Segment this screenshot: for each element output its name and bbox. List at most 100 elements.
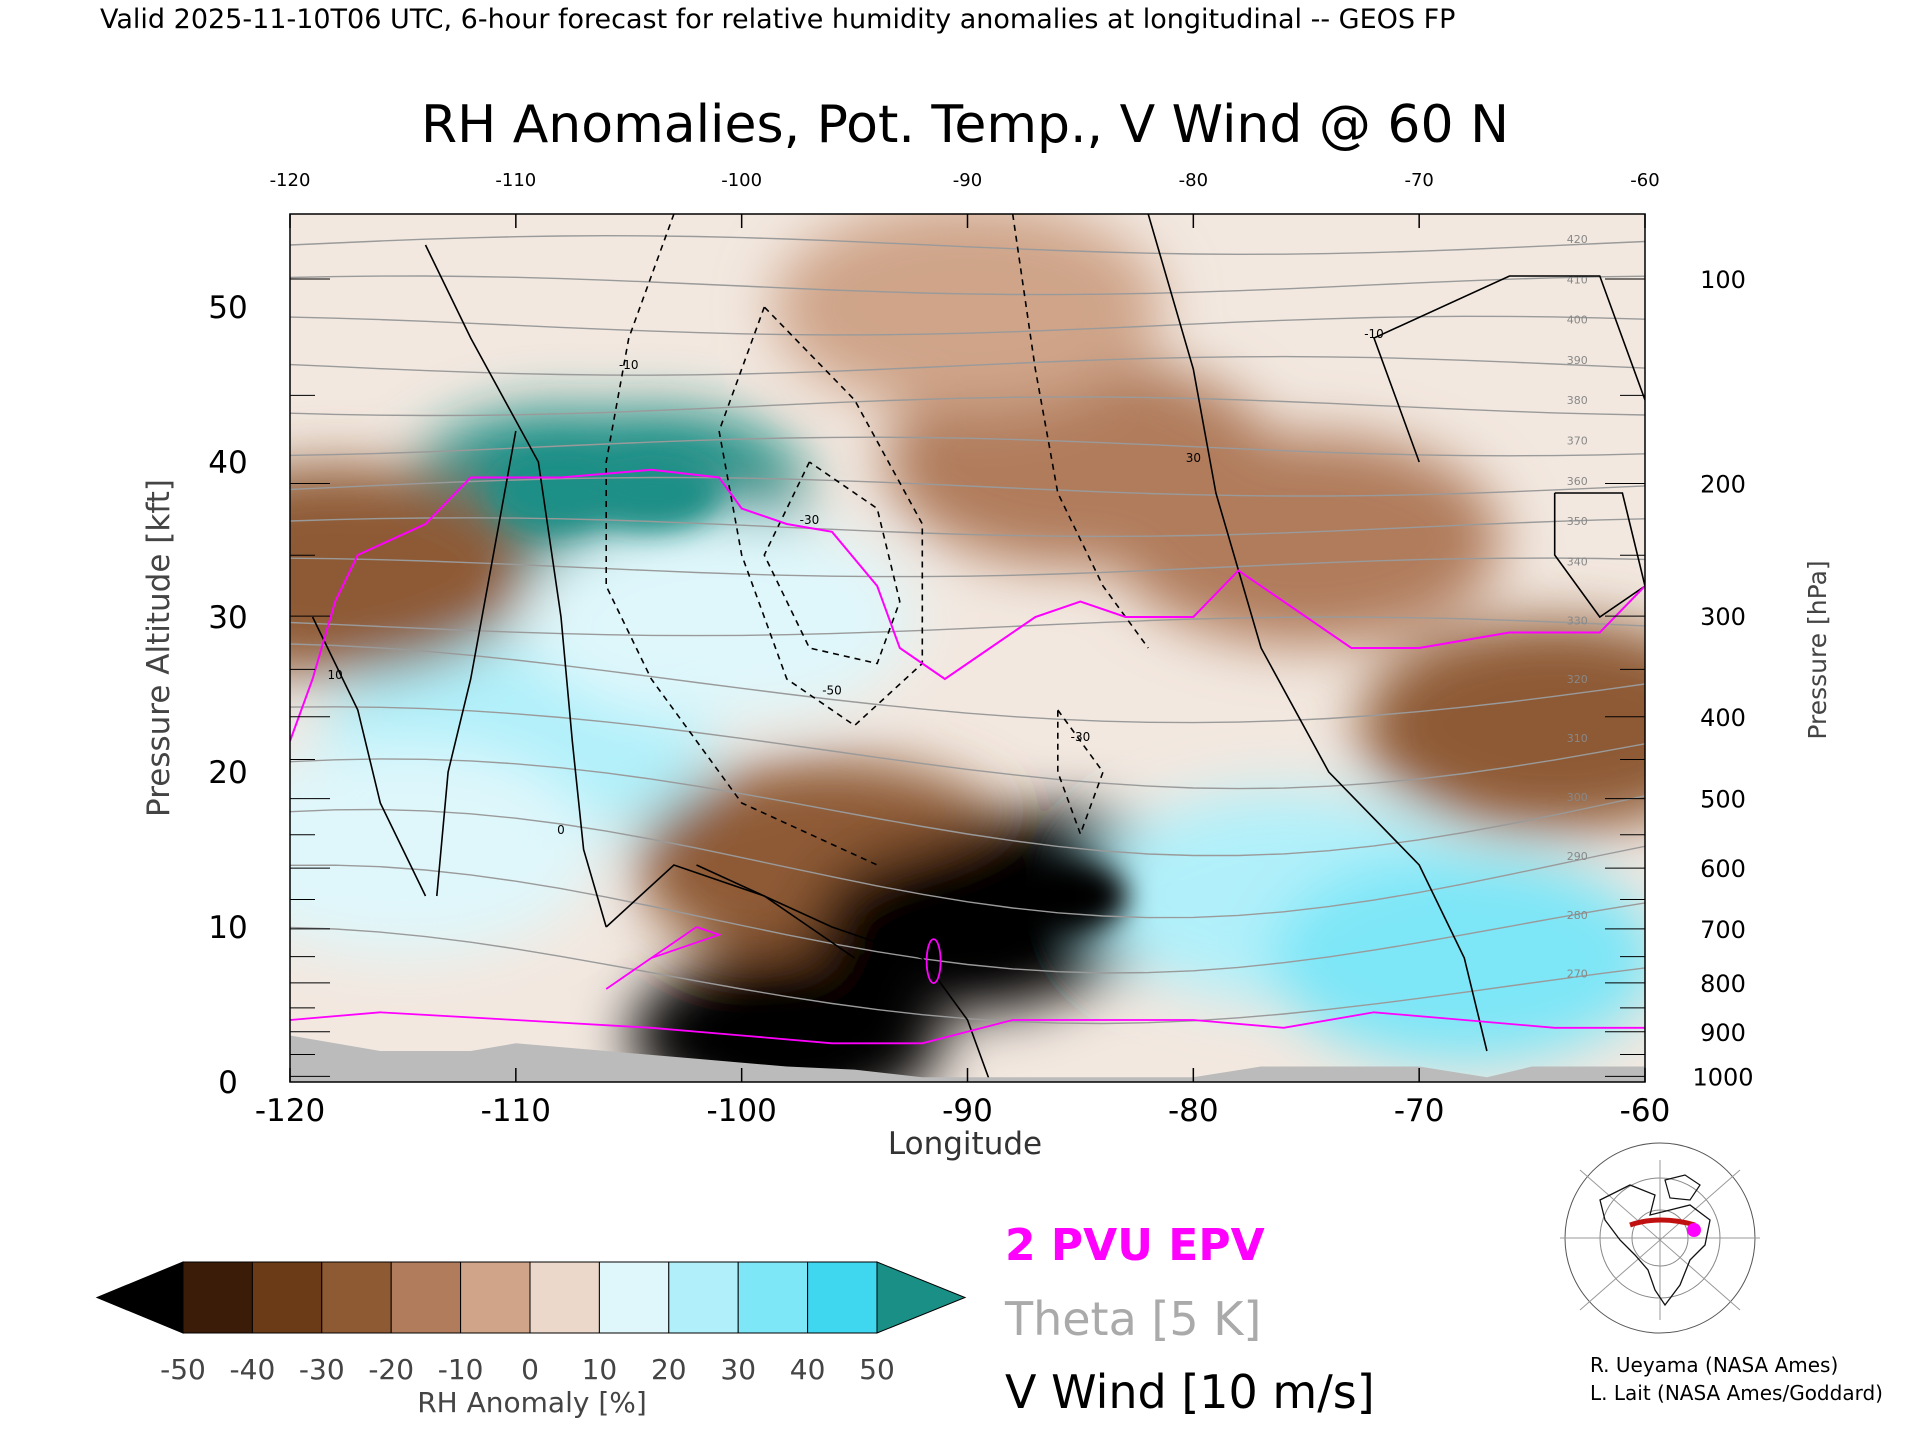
anomaly-core xyxy=(987,858,1128,934)
v-wind-label: -30 xyxy=(800,513,820,527)
colorbar-tick-label: 10 xyxy=(582,1353,618,1386)
y-tick-label: 10 xyxy=(208,910,247,946)
colorbar-tick-label: 40 xyxy=(790,1353,826,1386)
pressure-tick-label: 800 xyxy=(1700,970,1746,998)
v-wind-label: 30 xyxy=(1186,451,1201,465)
colorbar-tick-label: 0 xyxy=(521,1353,539,1386)
theta-contour xyxy=(290,864,1645,974)
colorbar-tick-label: -50 xyxy=(160,1353,206,1386)
v-wind-contour xyxy=(436,430,517,897)
v-wind-contour xyxy=(696,864,991,1082)
theta-contour xyxy=(290,396,1645,417)
colorbar-label: RH Anomaly [%] xyxy=(417,1386,647,1419)
x-tick-label-top: -90 xyxy=(953,170,982,191)
theta-contour-label: 370 xyxy=(1567,435,1588,448)
theta-contour-label: 420 xyxy=(1567,233,1588,246)
colorbar-tick-label: 20 xyxy=(651,1353,687,1386)
colorbar-swatch xyxy=(321,1261,392,1334)
colorbar-tick-label: 30 xyxy=(720,1353,756,1386)
theta-contour-label: 280 xyxy=(1567,909,1588,922)
rh-anomaly-field xyxy=(290,214,1645,1082)
theta-contour xyxy=(290,557,1645,578)
x-tick-label-top: -60 xyxy=(1630,170,1659,191)
x-tick-label: -100 xyxy=(706,1093,776,1129)
colorbar-swatch xyxy=(182,1261,253,1334)
theta-contour xyxy=(290,476,1645,497)
v-wind-contour xyxy=(1147,214,1488,1052)
epv-contour-loop xyxy=(605,926,722,990)
anomaly-blob xyxy=(290,744,598,955)
x-axis-label: Longitude xyxy=(888,1126,1042,1162)
anomaly-blob xyxy=(1359,620,1645,831)
v-wind-label: -10 xyxy=(1364,327,1384,341)
x-tick-label-top: -100 xyxy=(721,170,762,191)
x-axis-bottom: -120 -110 -100 -90 -80 -70 -60 xyxy=(255,1068,1671,1129)
x-axis-top: -120 -110 -100 -90 -80 -70 -60 xyxy=(270,170,1660,228)
v-wind-contour xyxy=(311,616,427,897)
colorbar-swatch xyxy=(807,1261,878,1334)
colorbar-swatch xyxy=(598,1261,670,1334)
theta-contour-label: 360 xyxy=(1567,475,1588,488)
anomaly-blob xyxy=(1269,853,1645,1063)
epv-contour-loop xyxy=(925,938,942,984)
theta-contour xyxy=(290,234,1645,256)
pressure-tick-label: 900 xyxy=(1700,1019,1746,1047)
pressure-tick-label: 300 xyxy=(1700,603,1746,631)
credit-line-2: L. Lait (NASA Ames/Goddard) xyxy=(1590,1381,1883,1405)
colorbar-swatch xyxy=(668,1261,739,1334)
terrain-shape xyxy=(290,1035,1645,1082)
v-wind-contour xyxy=(605,864,856,959)
anomaly-blob xyxy=(290,465,531,676)
pressure-tick-label: 700 xyxy=(1700,916,1746,944)
y-axis-left: 0 10 20 30 40 50 xyxy=(208,290,247,1101)
x-tick-label: -110 xyxy=(481,1093,551,1129)
v-wind-label: 10 xyxy=(328,668,343,682)
theta-contour xyxy=(290,706,1645,790)
y-tick-label: 20 xyxy=(208,755,247,791)
x-tick-label-top: -120 xyxy=(270,170,311,191)
x-tick-label-top: -110 xyxy=(495,170,536,191)
pressure-tick-lines xyxy=(290,278,1645,1077)
theta-contour xyxy=(290,758,1645,857)
pressure-tick-label: 600 xyxy=(1700,855,1746,883)
latitude-line-60n xyxy=(1629,1217,1696,1228)
pressure-tick-label: 200 xyxy=(1700,470,1746,498)
colorbar-arrow-high xyxy=(876,1261,967,1334)
epv-contour-low xyxy=(290,1011,1645,1045)
x-tick-label: -60 xyxy=(1620,1093,1671,1129)
legend-theta: Theta [5 K] xyxy=(1004,1292,1261,1346)
anomaly-core xyxy=(716,997,857,1074)
colorbar-swatch xyxy=(737,1261,809,1334)
valid-line: Valid 2025-11-10T06 UTC, 6-hour forecast… xyxy=(100,4,1455,35)
theta-contour-label: 380 xyxy=(1567,394,1588,407)
location-dot xyxy=(1687,1223,1701,1237)
location-map xyxy=(1560,1142,1760,1334)
v-wind-label: -10 xyxy=(619,358,639,372)
y-axis-label-left: Pressure Altitude [kft] xyxy=(141,479,177,817)
theta-contours: 4204104003903803703603503403303203103002… xyxy=(290,233,1645,1025)
theta-contour xyxy=(290,643,1645,724)
v-wind-label: 0 xyxy=(557,823,565,837)
theta-contour xyxy=(290,517,1645,538)
theta-contour-label: 290 xyxy=(1567,850,1588,863)
x-tick-label-top: -70 xyxy=(1404,170,1433,191)
theta-contour-label: 330 xyxy=(1567,614,1588,627)
colorbar-arrow-low xyxy=(95,1261,184,1334)
theta-contour-label: 270 xyxy=(1567,968,1588,981)
colorbar-swatch xyxy=(390,1261,462,1334)
x-tick-label: -90 xyxy=(942,1093,993,1129)
theta-contour-label: 400 xyxy=(1567,314,1588,327)
y-axis-label-right: Pressure [hPa] xyxy=(1803,560,1832,739)
y-tick-label: 30 xyxy=(208,600,247,636)
theta-contour-label: 320 xyxy=(1567,673,1588,686)
credit-line-1: R. Ueyama (NASA Ames) xyxy=(1590,1353,1838,1377)
theta-contour xyxy=(290,275,1645,296)
v-wind-contour xyxy=(1553,492,1645,619)
y-axis-right: 100 200 300 400 500 600 700 800 900 1000 xyxy=(1692,266,1753,1091)
v-wind-contour xyxy=(763,461,901,665)
v-wind-contour xyxy=(605,214,878,866)
theta-contour-label: 390 xyxy=(1567,354,1588,367)
y-tick-label: 50 xyxy=(208,290,247,326)
v-wind-label: -30 xyxy=(1071,730,1091,744)
